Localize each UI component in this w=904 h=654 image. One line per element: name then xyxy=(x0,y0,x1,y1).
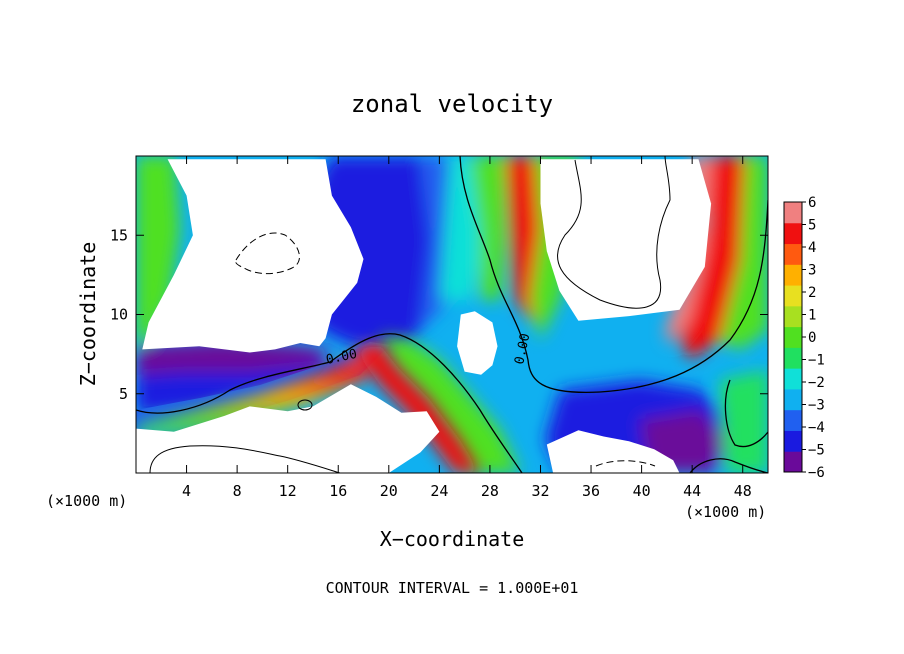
contour-line-left xyxy=(136,333,523,473)
x-tick-label: 4 xyxy=(182,482,191,500)
x-tick-label: 16 xyxy=(329,482,347,500)
chart-title: zonal velocity xyxy=(351,90,553,118)
colorbar-swatch xyxy=(784,222,802,245)
colorbar-swatch xyxy=(784,368,802,390)
colorbar-swatch xyxy=(784,264,802,286)
x-unit-left: (×1000 m) xyxy=(46,492,127,510)
contour-label-center: 0.00 xyxy=(512,332,533,366)
colorbar-label: 1 xyxy=(808,308,816,324)
contour-line-main xyxy=(459,156,768,394)
plot-area: 0.00 0.00 xyxy=(136,156,768,473)
field-bottom-right-white xyxy=(546,430,680,473)
colorbar: 6 5 4 3 2 1 0 −1 −2 −3 −4 −5 −6 xyxy=(783,195,825,481)
y-tick-label: 15 xyxy=(110,226,128,244)
colorbar-swatch xyxy=(784,326,802,348)
region-jet-band xyxy=(136,348,385,445)
x-tick-label: 8 xyxy=(233,482,242,500)
colorbar-label: −6 xyxy=(808,465,825,481)
x-tick-label: 36 xyxy=(582,482,600,500)
field-ring-white xyxy=(457,311,498,375)
field-upper-right-white xyxy=(540,159,712,321)
colorbar-swatch xyxy=(784,305,802,328)
contour-line-right-edge xyxy=(724,379,768,448)
colorbar-swatch xyxy=(784,388,802,411)
contour-line-small-loop xyxy=(297,399,313,411)
contour-label-left: 0.00 xyxy=(325,347,359,368)
x-tick-label: 40 xyxy=(633,482,651,500)
contour-interval-note: CONTOUR INTERVAL = 1.000E+01 xyxy=(326,579,579,597)
region-diagonal-green xyxy=(380,336,520,473)
colorbar-label: −5 xyxy=(808,443,825,459)
region-green-column xyxy=(470,156,505,300)
colorbar-label: −2 xyxy=(808,375,825,391)
y-tick-label: 5 xyxy=(119,385,128,403)
colorbar-label: −3 xyxy=(808,398,825,414)
colorbar-swatch xyxy=(784,451,802,473)
colorbar-label: 2 xyxy=(808,285,816,301)
contour-line-dashed-upper xyxy=(235,232,300,275)
x-unit-right: (×1000 m) xyxy=(685,503,766,521)
colorbar-label: 0 xyxy=(808,330,816,346)
colorbar-label: 5 xyxy=(808,218,816,234)
x-tick-label: 44 xyxy=(683,482,701,500)
colorbar-swatch xyxy=(784,202,802,224)
colorbar-swatch xyxy=(784,285,802,307)
x-tick-label: 28 xyxy=(481,482,499,500)
colorbar-swatch xyxy=(784,347,802,369)
colorbar-label: −1 xyxy=(808,353,825,369)
y-axis-label: Z−coordinate xyxy=(76,242,100,387)
region-bottom-right-green xyxy=(720,370,768,473)
x-tick-label: 12 xyxy=(279,482,297,500)
region-left-purple-edge xyxy=(136,340,330,375)
contour-lines xyxy=(136,156,768,473)
x-tick-label: 32 xyxy=(531,482,549,500)
colorbar-label: −4 xyxy=(808,420,825,436)
contour-line-dashed-lower xyxy=(595,460,656,467)
region-right-band-red xyxy=(680,156,745,360)
region-diagonal-red xyxy=(355,345,480,473)
contour-line-bottom-left xyxy=(149,445,341,473)
colorbar-label: 3 xyxy=(808,263,816,279)
region-right-band-green xyxy=(720,156,768,350)
x-tick-label: 20 xyxy=(380,482,398,500)
contour-line-bottom-right xyxy=(689,458,768,473)
contour-line-upper-right xyxy=(557,156,671,309)
y-axis: 5 10 15 xyxy=(110,226,768,403)
x-axis-label: X−coordinate xyxy=(380,527,525,551)
y-tick-label: 10 xyxy=(110,306,128,324)
x-axis: 4 8 12 16 20 24 28 32 36 40 44 48 xyxy=(182,156,752,500)
colorbar-swatch xyxy=(784,243,802,265)
field-lower-left-white xyxy=(136,384,440,473)
out-of-range-fields xyxy=(136,159,712,473)
colorbar-swatch xyxy=(784,409,802,431)
x-tick-label: 24 xyxy=(430,482,448,500)
field-left-white xyxy=(136,159,364,353)
colorbar-swatch xyxy=(784,430,802,452)
x-tick-label: 48 xyxy=(734,482,752,500)
colorbar-label: 4 xyxy=(808,240,816,256)
colorbar-label: 6 xyxy=(808,195,816,211)
